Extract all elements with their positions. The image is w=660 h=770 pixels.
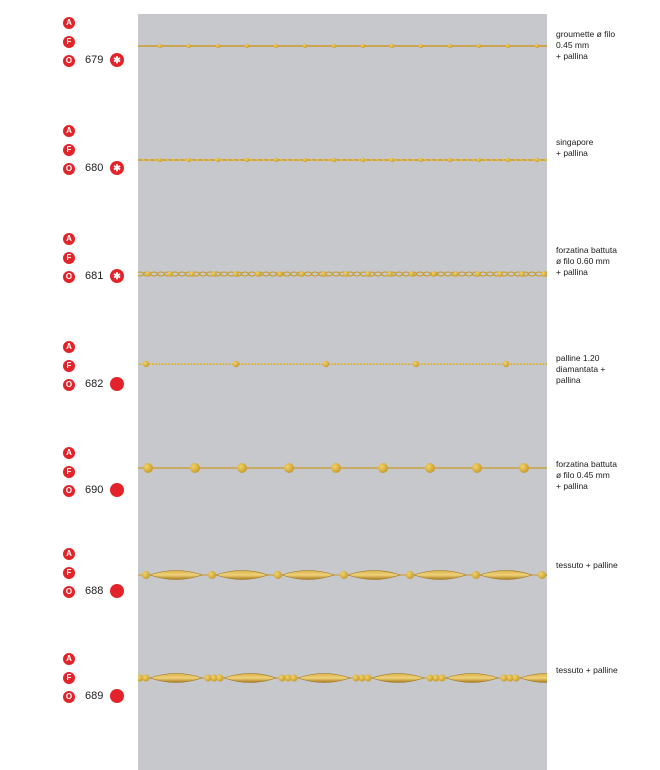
badge-o: O: [63, 691, 75, 703]
badge-o: O: [63, 485, 75, 497]
badge-o: O: [63, 163, 75, 175]
red-dot-icon: [110, 584, 124, 598]
red-dot-icon: [110, 689, 124, 703]
product-description: forzatina battuta ø filo 0.60 mm + palli…: [556, 245, 617, 277]
asterisk-icon: ✱: [110, 269, 124, 283]
badge-o: O: [63, 586, 75, 598]
red-dot-icon: [110, 377, 124, 391]
badge-f: F: [63, 567, 75, 579]
product-row-689: A F O 689 tessuto + palline: [0, 652, 660, 712]
product-description: tessuto + palline: [556, 665, 618, 675]
product-row-682: A F O 682 palline 1.20 diamantata + pallina: [0, 340, 660, 400]
product-row-681: A F O 681 ✱ forzatina battuta ø filo 0.60 mm …: [0, 232, 660, 292]
product-description: singapore + pallina: [556, 137, 594, 158]
badge-a: A: [63, 548, 75, 560]
chain-image: [138, 34, 547, 58]
product-code: 679: [85, 54, 104, 66]
chain-image: [138, 148, 547, 172]
badge-a: A: [63, 447, 75, 459]
badge-f: F: [63, 672, 75, 684]
asterisk-icon: ✱: [110, 53, 124, 67]
badge-a: A: [63, 233, 75, 245]
product-row-680: A F O 680 ✱ singapore + pallina: [0, 124, 660, 184]
red-dot-icon: [110, 483, 124, 497]
product-code: 680: [85, 162, 104, 174]
badge-f: F: [63, 360, 75, 372]
badge-f: F: [63, 36, 75, 48]
product-code: 690: [85, 484, 104, 496]
badge-o: O: [63, 55, 75, 67]
chain-image: [138, 352, 547, 376]
chain-image: [138, 262, 547, 286]
product-description: palline 1.20 diamantata + pallina: [556, 353, 606, 385]
badge-a: A: [63, 125, 75, 137]
badge-f: F: [63, 144, 75, 156]
product-photo-panel: [138, 14, 547, 770]
product-description: forzatina battuta ø filo 0.45 mm + palli…: [556, 459, 617, 491]
product-row-679: A F O 679 ✱ groumette ø filo 0.45 mm + pallin…: [0, 16, 660, 76]
badge-o: O: [63, 379, 75, 391]
chain-image: [138, 456, 547, 480]
product-description: tessuto + palline: [556, 560, 618, 570]
product-code: 689: [85, 690, 104, 702]
badge-a: A: [63, 17, 75, 29]
product-description: groumette ø filo 0.45 mm + pallina: [556, 29, 616, 61]
chain-image: [138, 563, 547, 587]
badge-a: A: [63, 653, 75, 665]
badge-f: F: [63, 466, 75, 478]
chain-image: [138, 666, 547, 690]
badge-f: F: [63, 252, 75, 264]
product-code: 688: [85, 585, 104, 597]
badge-a: A: [63, 341, 75, 353]
product-row-690: A F O 690 forzatina battuta ø filo 0.45 mm +…: [0, 446, 660, 506]
product-code: 681: [85, 270, 104, 282]
product-row-688: A F O 688 tessuto + palline: [0, 547, 660, 607]
badge-o: O: [63, 271, 75, 283]
asterisk-icon: ✱: [110, 161, 124, 175]
product-code: 682: [85, 378, 104, 390]
